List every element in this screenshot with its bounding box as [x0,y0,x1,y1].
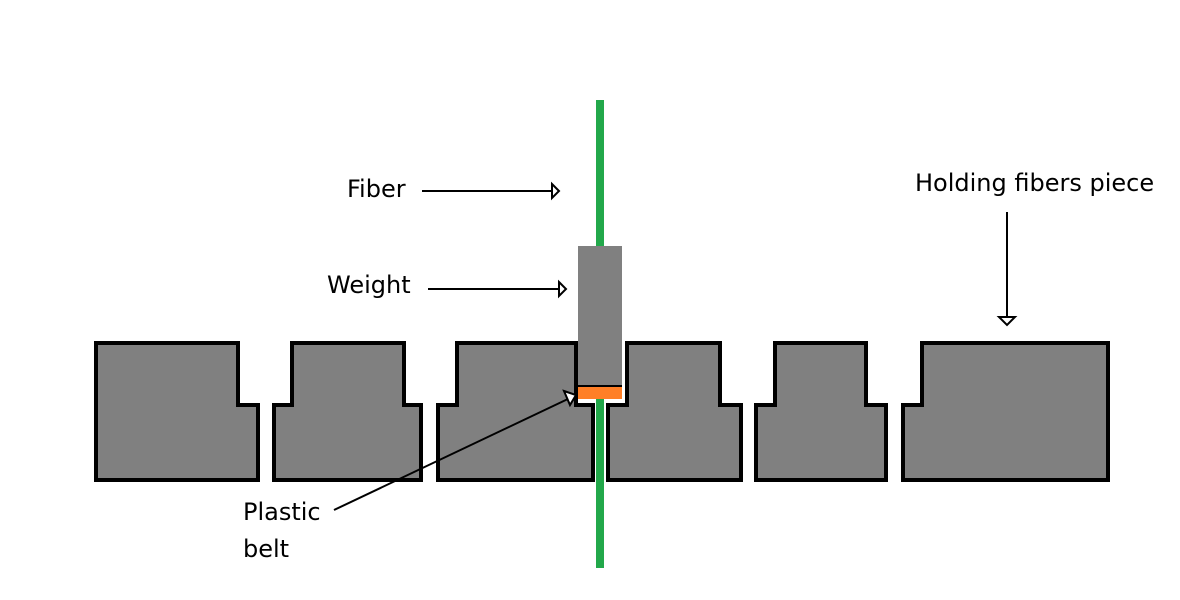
holding-piece-label: Holding fibers piece [915,169,1154,197]
plastic-belt-arrow [333,389,578,511]
holding-block-4 [606,341,743,482]
holding-block-1 [94,341,260,482]
holding-block-6 [901,341,1110,482]
plastic-belt [578,387,622,399]
holding-blocks [94,341,1110,482]
holding-block-5 [754,341,888,482]
fiber-arrow [422,181,561,201]
weight-arrow [428,279,568,299]
holding-piece-arrow [996,212,1018,327]
holding-block-3 [436,341,595,482]
holding-block-2 [272,341,423,482]
plastic-belt-label-line2: belt [243,535,289,563]
plastic-belt-label-line1: Plastic [243,498,321,526]
weight-block [578,246,622,386]
fiber-label: Fiber [347,175,406,203]
weight-label: Weight [327,271,411,299]
